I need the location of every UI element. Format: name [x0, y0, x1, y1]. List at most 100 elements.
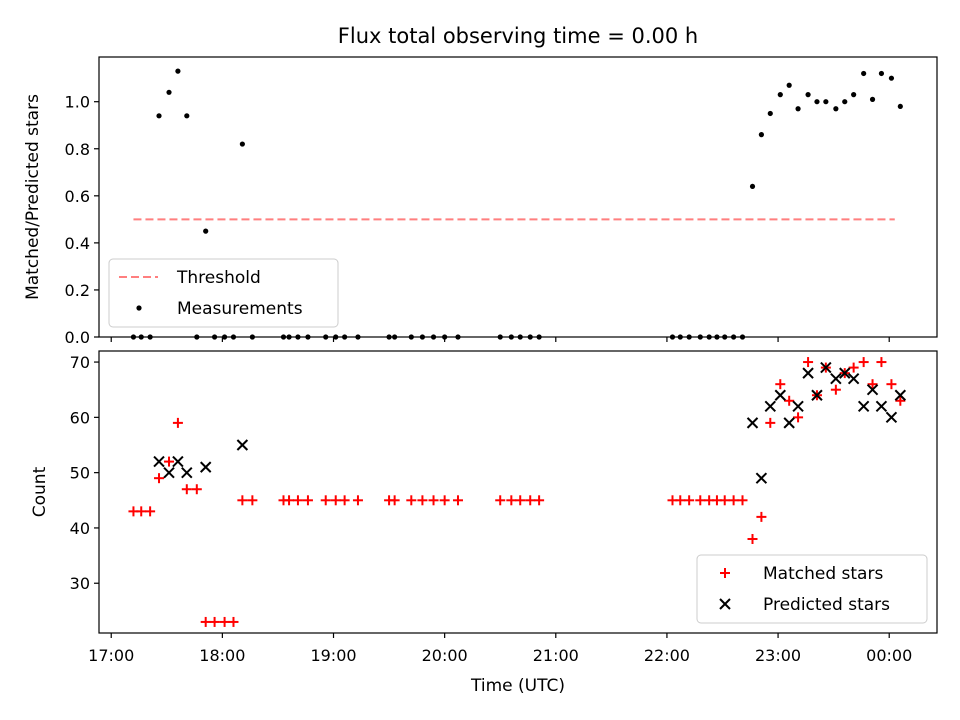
measurement-point [861, 70, 867, 77]
matched-star-marker [747, 534, 758, 544]
matched-star-marker [525, 495, 536, 506]
predicted-star-marker [894, 389, 907, 401]
matched-star-marker [830, 384, 841, 395]
measurement-point [184, 113, 190, 119]
top-y-axis-label: Matched/Predicted stars [23, 94, 43, 300]
measurement-point [805, 92, 811, 98]
matched-star-marker [352, 495, 363, 506]
bottom-plot-data [128, 357, 907, 627]
predicted-star-marker [774, 389, 786, 401]
measurement-point [175, 68, 181, 74]
bottom-y-tick-label: 70 [70, 353, 90, 372]
matched-star-marker [695, 495, 706, 506]
matched-star-marker [452, 495, 463, 506]
bottom-y-tick-label: 60 [70, 408, 90, 427]
measurement-point [842, 99, 848, 105]
bottom-legend-frame [696, 554, 928, 624]
measurement-point [777, 92, 783, 98]
predicted-star-marker [746, 417, 759, 429]
bottom-y-tick-label: 50 [70, 464, 90, 483]
matched-star-marker [784, 395, 795, 406]
matched-star-marker [237, 495, 248, 506]
matched-star-marker [200, 616, 211, 627]
matched-star-marker [684, 495, 695, 506]
predicted-star-marker [802, 367, 814, 379]
matched-star-marker [428, 495, 439, 506]
predicted-star-marker [199, 461, 212, 473]
predicted-star-marker [792, 400, 804, 413]
top-y-tick-label: 0.6 [65, 187, 90, 206]
measurement-point [203, 228, 209, 234]
predicted-star-marker [163, 466, 175, 479]
measurement-point [758, 132, 764, 138]
predicted-star-marker [885, 411, 898, 424]
bottom-x-tick-label: 19:00 [310, 646, 356, 665]
legend-measurements-swatch [136, 305, 142, 311]
bottom-x-tick-label: 17:00 [88, 646, 134, 665]
bottom-x-tick-label: 23:00 [755, 646, 801, 665]
matched-star-marker [219, 616, 230, 627]
matched-star-marker [292, 495, 303, 506]
bottom-legend: Matched stars Predicted stars [696, 554, 928, 624]
measurement-point [786, 82, 792, 88]
legend-matched-label: Matched stars [763, 564, 883, 584]
matched-star-marker [793, 412, 804, 423]
matched-star-marker [765, 417, 776, 428]
predicted-star-marker [764, 400, 776, 413]
bottom-x-tick-label: 21:00 [533, 646, 579, 665]
matched-star-marker [172, 417, 183, 428]
matched-star-marker [848, 362, 859, 373]
measurement-point [767, 110, 773, 117]
matched-star-marker [389, 495, 400, 506]
measurement-point [814, 99, 820, 105]
matched-star-marker [145, 506, 156, 517]
top-legend: Threshold Measurements [108, 258, 339, 328]
matched-star-marker [867, 379, 878, 390]
matched-star-marker [756, 511, 767, 522]
matched-star-marker [775, 379, 786, 390]
legend-measurements-label: Measurements [177, 299, 303, 319]
bottom-panel: 30 40 50 60 70 17:00 18:00 19:00 20:00 21:00 22:0… [30, 350, 938, 696]
matched-star-marker [247, 495, 258, 506]
matched-star-marker [417, 495, 428, 506]
bottom-x-axis-label: Time (UTC) [470, 676, 565, 696]
matched-star-marker [895, 395, 906, 406]
matched-star-marker [728, 495, 739, 506]
measurement-point [888, 75, 895, 81]
top-legend-frame [108, 258, 339, 328]
measurement-point [851, 92, 857, 98]
predicted-star-marker [875, 400, 888, 413]
legend-threshold-label: Threshold [176, 268, 261, 288]
bottom-y-tick-label: 40 [70, 519, 90, 538]
matched-star-marker [339, 495, 350, 506]
measurement-point [749, 183, 756, 190]
matched-star-marker [506, 495, 517, 506]
matched-star-marker [876, 357, 887, 368]
predicted-star-marker [820, 361, 832, 374]
matched-star-marker [320, 495, 331, 506]
top-y-tick-label: 0.4 [65, 234, 90, 253]
matched-star-marker [154, 473, 165, 484]
matched-star-marker [136, 506, 147, 517]
figure-title: Flux total observing time = 0.00 h [338, 24, 698, 48]
matched-star-marker [719, 495, 730, 506]
matched-star-marker [209, 616, 220, 627]
matched-star-marker [675, 495, 686, 506]
matched-star-marker [439, 495, 450, 506]
bottom-y-tick-label: 30 [70, 574, 90, 593]
bottom-y-axis-label: Count [30, 466, 50, 517]
matched-star-marker [330, 495, 341, 506]
matched-star-marker [284, 495, 295, 506]
matched-star-marker [515, 495, 526, 506]
matched-star-marker [534, 495, 545, 506]
measurement-point [897, 103, 903, 110]
predicted-star-marker [153, 455, 165, 468]
legend-predicted-swatch [719, 598, 731, 610]
matched-star-marker [495, 495, 506, 506]
top-panel: 0.0 0.2 0.4 0.6 0.8 1.0 Matched/Predicted sta… [23, 56, 938, 347]
matched-star-marker [302, 495, 313, 506]
measurement-point [823, 99, 829, 105]
matched-star-marker [858, 357, 869, 368]
predicted-star-marker [839, 367, 851, 379]
